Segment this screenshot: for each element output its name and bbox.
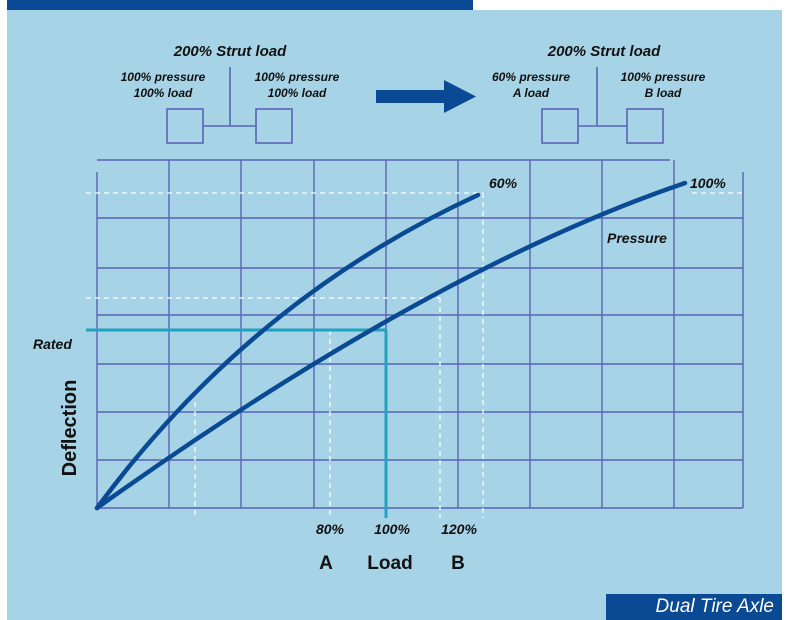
left-tire-box-2 bbox=[255, 108, 293, 144]
guide-lines bbox=[86, 192, 745, 518]
chart-grid bbox=[96, 159, 744, 509]
header-band bbox=[7, 0, 473, 11]
left-config-left-label-1: 100% pressure bbox=[121, 70, 206, 84]
left-config: 200% Strut load 100% pressure 100% load … bbox=[121, 43, 340, 144]
right-config-title: 200% Strut load bbox=[547, 43, 661, 60]
right-config-right-label-1: 100% pressure bbox=[621, 70, 706, 84]
x-letter-b: B bbox=[451, 553, 465, 574]
right-config-right-label-2: B load bbox=[645, 86, 682, 100]
footer-title: Dual Tire Axle bbox=[606, 594, 782, 620]
transition-arrow bbox=[376, 80, 476, 113]
rated-label: Rated bbox=[33, 336, 72, 352]
pressure-label: Pressure bbox=[607, 230, 667, 246]
left-config-left-label-2: 100% load bbox=[134, 86, 193, 100]
x-letter-a: A bbox=[319, 553, 333, 574]
right-tire-box-2 bbox=[626, 108, 664, 144]
x-tick-120: 120% bbox=[441, 521, 477, 537]
left-config-title: 200% Strut load bbox=[173, 43, 287, 60]
left-config-right-label-1: 100% pressure bbox=[255, 70, 340, 84]
curve-100-pressure bbox=[94, 180, 688, 511]
right-config-left-label-2: A load bbox=[512, 86, 550, 100]
x-tick-100: 100% bbox=[374, 521, 410, 537]
x-axis-label: Load bbox=[367, 553, 412, 574]
x-tick-80: 80% bbox=[316, 521, 345, 537]
right-tire-box-1 bbox=[541, 108, 579, 144]
right-config-left-label-1: 60% pressure bbox=[492, 70, 570, 84]
y-axis-label: Deflection bbox=[59, 380, 81, 477]
curve-60-label: 60% bbox=[489, 175, 518, 191]
curve-100-label: 100% bbox=[690, 175, 726, 191]
rated-line bbox=[86, 328, 388, 518]
left-config-right-label-2: 100% load bbox=[268, 86, 327, 100]
curve-60-pressure bbox=[94, 192, 481, 511]
right-config: 200% Strut load 60% pressure A load 100%… bbox=[492, 43, 706, 144]
left-tire-box-1 bbox=[166, 108, 204, 144]
